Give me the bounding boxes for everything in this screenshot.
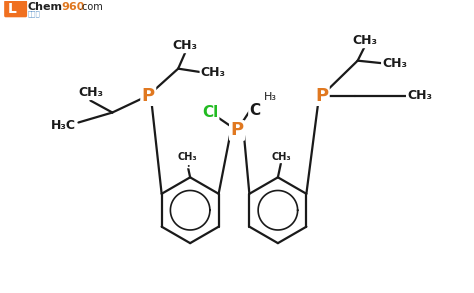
Text: 化工网: 化工网 — [27, 11, 40, 17]
Text: C: C — [249, 103, 261, 118]
Text: CH₃: CH₃ — [201, 66, 226, 79]
Text: CH₃: CH₃ — [382, 57, 407, 70]
Text: .com: .com — [80, 2, 103, 12]
Text: L: L — [8, 2, 17, 16]
Text: P: P — [142, 86, 155, 105]
Text: H₃C: H₃C — [51, 119, 76, 132]
Text: H₃: H₃ — [264, 92, 276, 102]
Text: CH₃: CH₃ — [177, 152, 197, 162]
Text: CH₃: CH₃ — [173, 39, 198, 52]
Text: CH₃: CH₃ — [78, 86, 103, 99]
Text: P: P — [315, 86, 328, 105]
Text: Chem: Chem — [27, 2, 63, 12]
Text: P: P — [230, 122, 244, 139]
Text: CH₃: CH₃ — [407, 89, 432, 102]
Text: CH₃: CH₃ — [352, 34, 377, 47]
FancyBboxPatch shape — [4, 0, 27, 17]
Text: CH₃: CH₃ — [271, 152, 291, 162]
Text: 960: 960 — [62, 2, 85, 12]
Text: •: • — [186, 163, 190, 168]
Text: Cl: Cl — [202, 105, 218, 120]
